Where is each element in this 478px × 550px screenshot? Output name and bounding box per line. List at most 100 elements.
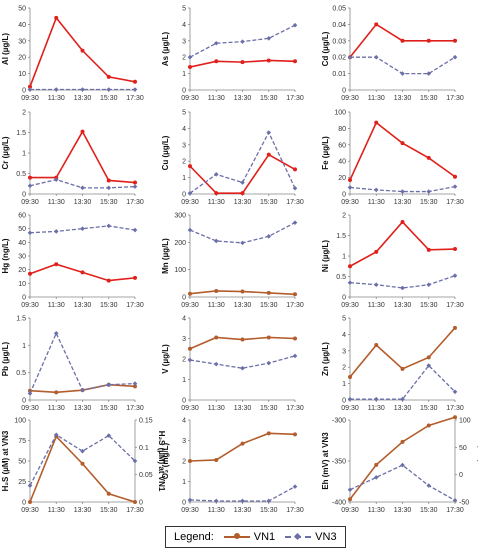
x-tick-label: 15:30 xyxy=(100,302,118,309)
x-tick-label: 11:30 xyxy=(48,405,65,412)
point-vn1 xyxy=(374,343,379,348)
y-axis-label: Cd (µg/L) xyxy=(321,31,330,66)
y-tick-label: 0 xyxy=(182,500,186,507)
point-vn1 xyxy=(400,439,405,444)
point-vn1 xyxy=(80,129,85,134)
point-vn1 xyxy=(28,84,32,89)
point-vn1 xyxy=(266,152,271,157)
point-vn3 xyxy=(80,387,85,393)
point-vn1 xyxy=(293,59,297,64)
series-line-vn1 xyxy=(349,220,456,267)
point-vn3 xyxy=(426,282,432,287)
point-vn1 xyxy=(426,423,431,428)
y-tick-label: 20 xyxy=(18,267,26,274)
y2-tick-label: 0 xyxy=(459,472,463,479)
point-vn3 xyxy=(106,185,112,191)
y-tick-label: 3 xyxy=(182,142,186,149)
point-vn1 xyxy=(426,38,431,43)
point-vn3 xyxy=(53,432,59,438)
point-vn1 xyxy=(400,38,405,43)
vn3-swatch-icon xyxy=(285,532,312,542)
y-tick-label: 30 xyxy=(18,38,26,45)
panel-1: 0 10 20 30 40 50 09:30 11:30 13:30 15:30 17:30 Al (… xyxy=(1,6,144,103)
point-vn3 xyxy=(400,396,405,402)
x-tick-label: 09:30 xyxy=(181,302,199,309)
y-tick-label: 2 xyxy=(182,459,186,466)
point-vn1 xyxy=(400,366,405,371)
y-tick-label: 10 xyxy=(18,281,26,288)
x-tick-label: 15:30 xyxy=(260,199,278,206)
panel-5: 0 1 2 3 4 5 09:30 11:30 13:30 15:30 17:30 Cu (µg/L) xyxy=(161,110,304,207)
y-axis-label: Pb (µg/L) xyxy=(1,341,10,376)
x-tick-label: 17:30 xyxy=(126,95,144,102)
y-axis-label: Cr (µg/L) xyxy=(1,136,10,169)
point-vn1 xyxy=(54,262,59,267)
y-tick-label: 2 xyxy=(342,365,346,372)
point-vn3 xyxy=(132,458,138,464)
point-vn3 xyxy=(187,190,193,196)
point-vn1 xyxy=(133,180,137,185)
series-line-vn3 xyxy=(29,433,136,486)
x-tick-label: 15:30 xyxy=(420,199,438,206)
panel-3: 0 0.01 0.02 0.03 0.04 0.05 09:30 11:30 13:30 15:3… xyxy=(321,6,464,103)
x-tick-label: 11:30 xyxy=(368,199,385,206)
point-vn1 xyxy=(266,290,271,295)
point-vn1 xyxy=(374,120,379,125)
series-line-vn1 xyxy=(189,432,296,462)
y-tick-label: 0 xyxy=(182,192,186,199)
y-tick-label: 0 xyxy=(182,398,186,405)
panel-14: 0 1 2 3 4 09:30 11:30 13:30 15:30 17:30 O₂ (mg/L) xyxy=(161,418,304,515)
series-line-vn3 xyxy=(349,464,456,501)
y-tick-label: 0.01 xyxy=(332,71,346,78)
point-vn3 xyxy=(106,87,112,92)
point-vn1 xyxy=(28,175,32,180)
point-vn1 xyxy=(188,346,192,351)
point-vn1 xyxy=(400,141,405,146)
point-vn1 xyxy=(348,375,352,380)
x-tick-label: 15:30 xyxy=(420,405,438,412)
y-tick-label: 0.5 xyxy=(16,370,26,377)
point-vn3 xyxy=(400,189,405,194)
x-tick-label: 17:30 xyxy=(126,302,144,309)
x-tick-label: 11:30 xyxy=(208,199,225,206)
y-tick-label: 75 xyxy=(18,438,26,445)
point-vn3 xyxy=(80,226,85,231)
x-tick-label: 09:30 xyxy=(181,95,199,102)
point-vn1 xyxy=(54,15,59,20)
x-tick-label: 17:30 xyxy=(446,507,464,514)
y-tick-label: 2 xyxy=(182,159,186,166)
series-line-vn3 xyxy=(189,131,296,194)
x-tick-label: 15:30 xyxy=(420,507,438,514)
x-tick-label: 13:30 xyxy=(394,507,412,514)
x-tick-label: 11:30 xyxy=(208,302,225,309)
point-vn1 xyxy=(240,441,245,446)
series-line-vn1 xyxy=(349,416,456,500)
y-tick-label: 1 xyxy=(22,151,26,158)
y-tick-label: 80 xyxy=(338,126,346,133)
y-tick-label: 60 xyxy=(18,213,26,220)
point-vn3 xyxy=(53,177,59,182)
point-vn1 xyxy=(426,155,431,160)
point-vn3 xyxy=(292,220,298,225)
point-vn1 xyxy=(266,335,271,340)
point-vn1 xyxy=(293,292,297,297)
series-line-vn3 xyxy=(350,56,456,75)
point-vn3 xyxy=(106,223,112,229)
legend-item-vn3: VN3 xyxy=(285,531,337,543)
point-vn3 xyxy=(292,484,298,489)
x-tick-label: 09:30 xyxy=(21,199,39,206)
point-vn1 xyxy=(240,337,245,342)
y-tick-label: 200 xyxy=(174,240,186,247)
point-vn3 xyxy=(27,183,33,189)
y-tick-label: 5 xyxy=(182,110,186,117)
point-vn3 xyxy=(213,172,219,177)
x-tick-label: 11:30 xyxy=(48,199,65,206)
x-tick-label: 13:30 xyxy=(234,507,252,514)
point-vn3 xyxy=(266,498,272,504)
x-tick-label: 11:30 xyxy=(208,95,225,102)
x-tick-label: 13:30 xyxy=(74,405,92,412)
y-tick-label: 3 xyxy=(182,438,186,445)
x-tick-label: 17:30 xyxy=(286,507,304,514)
point-vn1 xyxy=(188,291,192,296)
